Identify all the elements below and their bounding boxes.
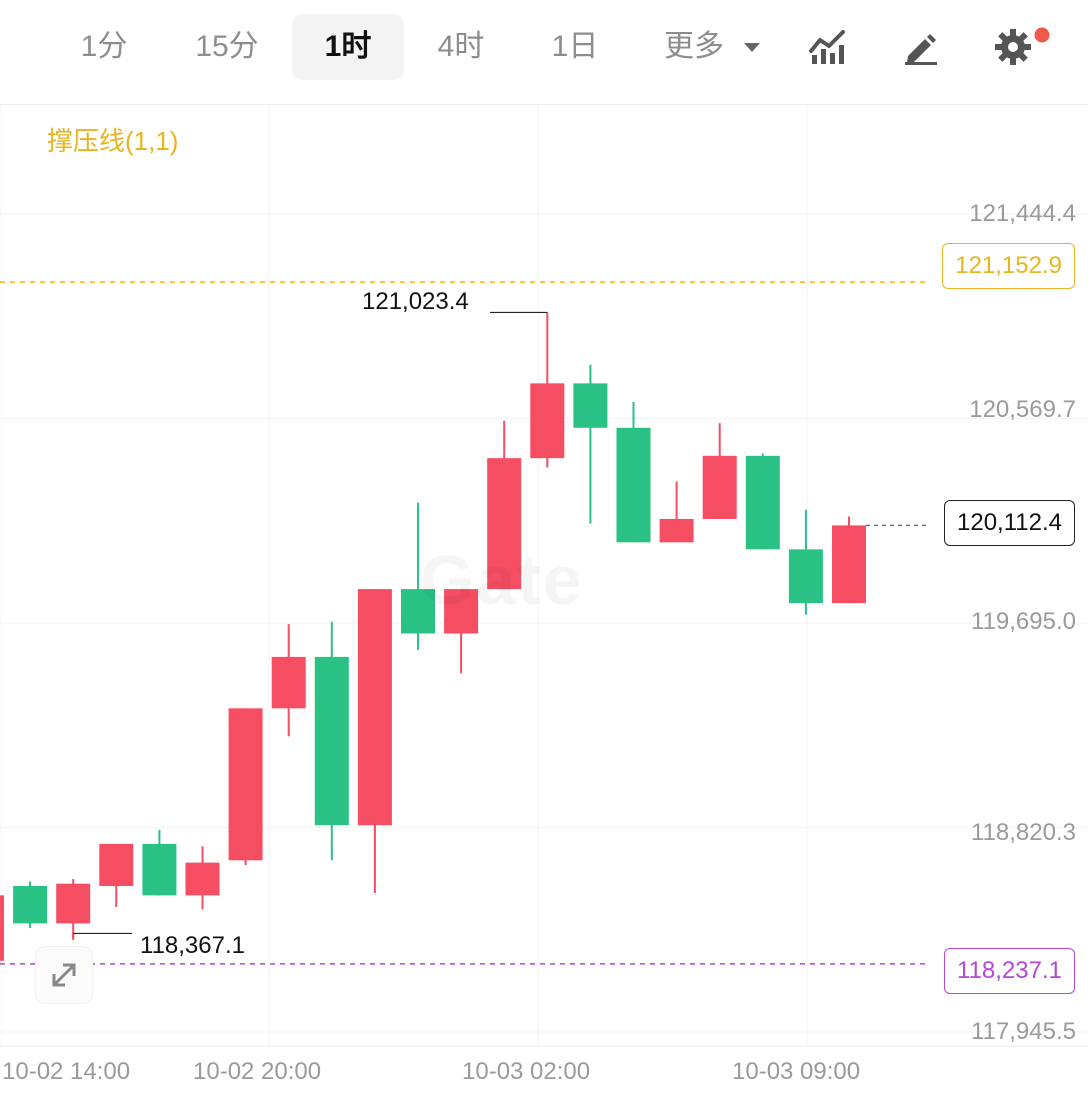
level-lines [0,281,930,965]
candle-body [0,895,4,961]
candle-body [616,427,651,543]
y-tick-label: 120,569.7 [969,396,1076,423]
high-price-annotation: 121,023.4 [362,288,469,315]
annotation-leaders [72,311,548,940]
timeframe-1m[interactable]: 1分 [80,30,128,63]
candle-body [99,843,134,886]
timeframe-1h[interactable]: 1时 [292,14,404,80]
candle-body [788,549,823,604]
candle-body [573,383,608,428]
y-tick-label: 118,820.3 [971,819,1076,846]
candle-body [142,843,177,896]
low-price-annotation: 118,367.1 [140,932,245,959]
watermark-logo: Gate [420,540,584,620]
timeframe-15m[interactable]: 15分 [195,30,259,63]
gear-icon[interactable] [993,27,1033,67]
y-tick-label: 119,695.0 [971,608,1076,635]
candle-body [659,518,694,543]
x-tick-label: 10-02 20:00 [193,1058,322,1085]
chart-type-icon[interactable] [808,27,848,67]
candle-body [444,589,479,634]
candle-body [13,885,48,924]
support-price-label: 118,237.1 [944,948,1075,994]
x-tick-label: 10-02 14:00 [2,1058,131,1085]
timeframe-1d[interactable]: 1日 [551,30,599,63]
candle-body [56,883,91,924]
candle-body [401,589,435,634]
fullscreen-button[interactable] [35,946,93,1004]
candles [0,312,866,961]
candle-body [745,455,780,550]
expand-icon [52,963,76,987]
candle-body [702,455,737,519]
resistance-price-label: 121,152.9 [942,243,1075,289]
notification-dot-circle [1034,27,1050,43]
chart-toolbar: 1分 15分 1时 4时 1日 更多 [0,0,1088,105]
x-tick-label: 10-03 02:00 [462,1058,591,1085]
candle-body [357,589,392,826]
notification-dot [1034,27,1050,43]
draw-pen-icon[interactable] [900,27,940,67]
candle-body [228,708,263,861]
candle-body [530,383,565,459]
candle-body [487,458,522,590]
indicator-label[interactable]: 撑压线(1,1) [47,126,179,156]
timeframe-4h[interactable]: 4时 [437,30,485,63]
candle-body [185,862,220,896]
last-price-label: 120,112.4 [944,500,1075,546]
candle-body [314,656,349,826]
candle-body [271,656,306,709]
chevron-down-icon[interactable] [744,43,760,52]
timeframe-more[interactable]: 更多 [664,30,724,63]
y-tick-label: 117,945.5 [971,1018,1076,1045]
x-tick-label: 10-03 09:00 [732,1058,861,1085]
y-tick-label: 121,444.4 [969,200,1076,227]
candle-body [832,525,866,604]
